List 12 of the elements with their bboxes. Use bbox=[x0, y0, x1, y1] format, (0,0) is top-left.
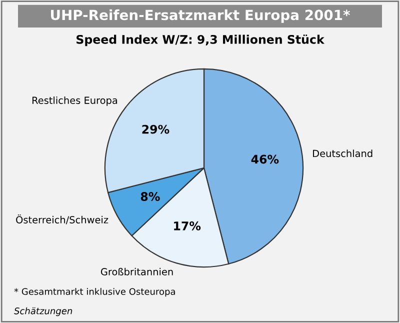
text: * Gesamtmarkt inklusive Osteuropa bbox=[14, 288, 175, 297]
data-label: 8% bbox=[140, 192, 160, 201]
data-label: 46% bbox=[251, 154, 279, 164]
slice-label: Großbritannien bbox=[100, 268, 173, 276]
data-label: 29% bbox=[142, 124, 170, 134]
text: Schätzungen bbox=[14, 307, 72, 316]
chart-title: UHP-Reifen-Ersatzmarkt Europa 2001* bbox=[51, 9, 350, 23]
slice-label: Deutschland bbox=[313, 150, 372, 158]
chart-subtitle: Speed Index W/Z: 9,3 Millionen Stück bbox=[76, 34, 325, 46]
data-label: 17% bbox=[174, 221, 201, 230]
slice-label: Restliches Europa bbox=[32, 96, 118, 106]
slice-label: Österreich/Schweiz bbox=[16, 214, 108, 224]
